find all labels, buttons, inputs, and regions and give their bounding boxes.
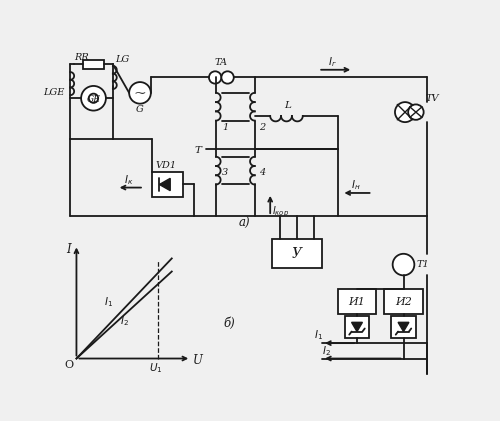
Text: T: T <box>194 146 201 155</box>
Text: VD1: VD1 <box>156 161 176 170</box>
Text: У: У <box>292 247 302 261</box>
Text: T1: T1 <box>416 260 430 269</box>
Circle shape <box>222 71 234 84</box>
Text: И2: И2 <box>395 296 412 306</box>
Circle shape <box>408 104 424 120</box>
Text: L: L <box>284 101 290 110</box>
Text: $I_{кор}$: $I_{кор}$ <box>272 205 289 219</box>
Polygon shape <box>398 322 409 332</box>
Bar <box>84 60 103 69</box>
Text: $I_2$: $I_2$ <box>322 344 330 358</box>
Circle shape <box>392 254 414 275</box>
Text: I: I <box>66 242 71 256</box>
Text: а): а) <box>239 217 250 230</box>
Text: O: O <box>64 360 74 370</box>
Text: TA: TA <box>215 58 228 67</box>
Text: 3: 3 <box>222 168 228 177</box>
Circle shape <box>89 93 98 103</box>
Text: 1: 1 <box>222 123 228 132</box>
Text: б): б) <box>223 317 235 330</box>
Text: $I_к$: $I_к$ <box>124 173 134 187</box>
Bar <box>272 239 322 269</box>
Text: LG: LG <box>115 55 130 64</box>
Text: $U_1$: $U_1$ <box>148 362 162 376</box>
Text: RR: RR <box>74 53 89 62</box>
Circle shape <box>129 82 151 104</box>
Polygon shape <box>352 322 362 332</box>
Text: $I_г$: $I_г$ <box>328 55 336 69</box>
Bar <box>338 289 376 314</box>
Circle shape <box>209 71 222 84</box>
Circle shape <box>395 102 415 122</box>
Bar <box>384 289 423 314</box>
Text: GE: GE <box>86 95 101 104</box>
Text: G: G <box>136 104 144 114</box>
Text: LGE: LGE <box>42 88 64 97</box>
Bar <box>344 316 370 338</box>
Bar <box>152 172 182 197</box>
Bar <box>391 316 416 338</box>
Text: $I_н$: $I_н$ <box>350 179 360 192</box>
Text: $I_2$: $I_2$ <box>120 314 129 328</box>
Text: И1: И1 <box>348 296 366 306</box>
Text: 2: 2 <box>258 123 265 132</box>
Circle shape <box>81 86 106 111</box>
Polygon shape <box>160 179 170 191</box>
Text: ~: ~ <box>134 87 146 101</box>
Text: $I_1$: $I_1$ <box>314 328 323 342</box>
Text: 4: 4 <box>258 168 265 177</box>
Text: $I_1$: $I_1$ <box>104 296 114 309</box>
Text: U: U <box>192 354 202 368</box>
Text: TV: TV <box>425 94 438 103</box>
